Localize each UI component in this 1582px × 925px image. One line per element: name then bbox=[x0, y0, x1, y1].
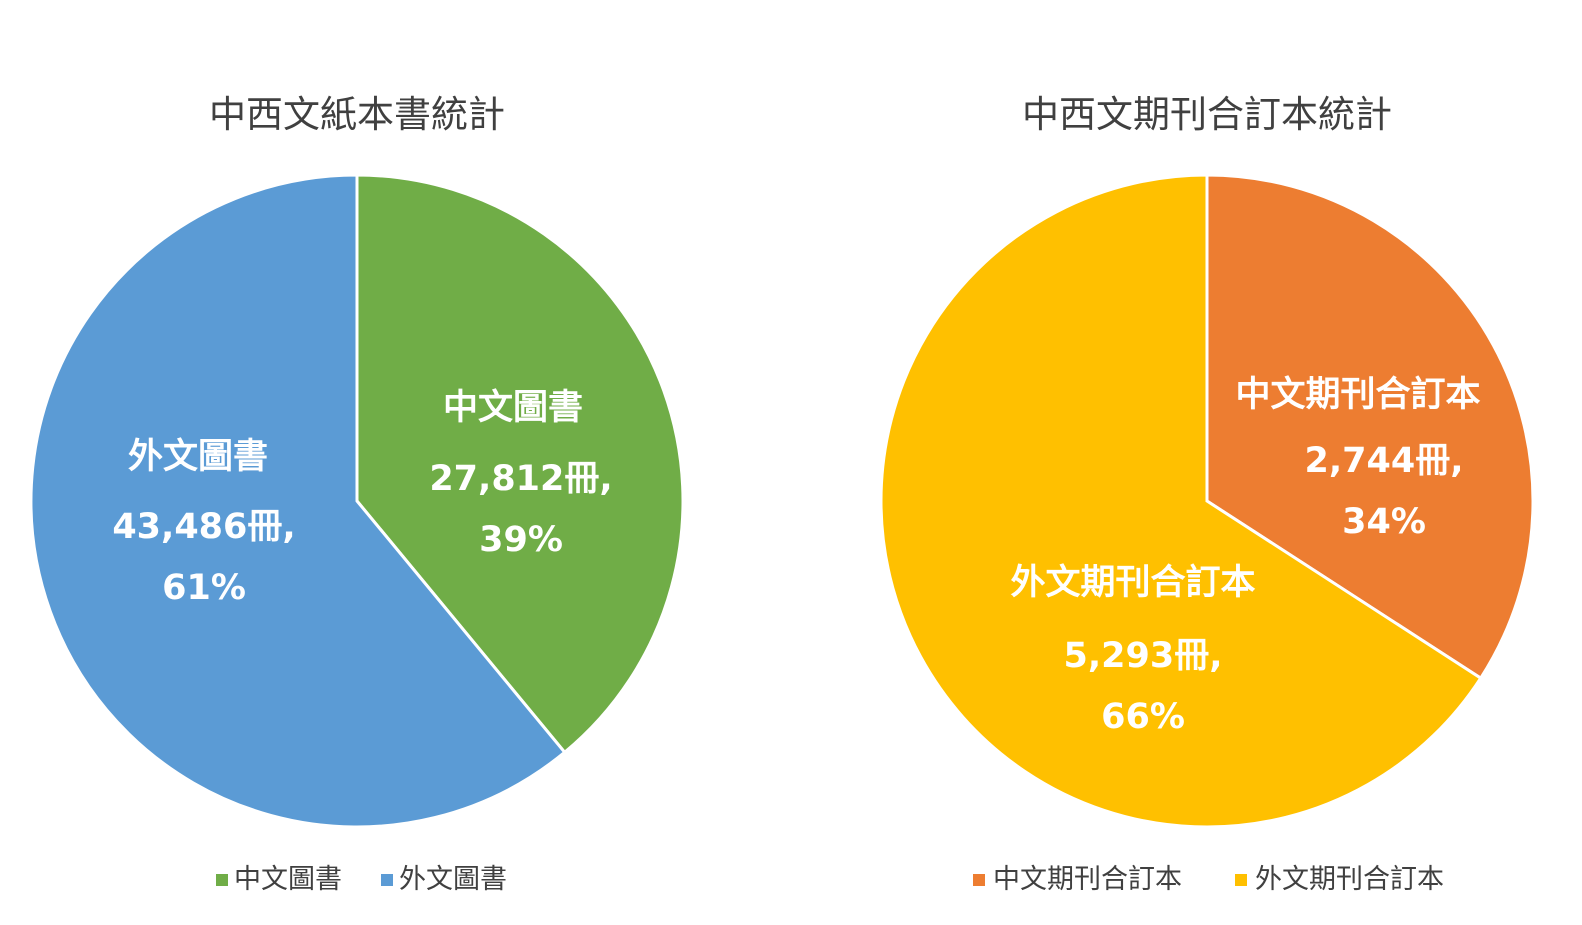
legend-label-chinese-periodicals: 中文期刊合訂本 bbox=[993, 864, 1182, 895]
chart-title-periodicals: 中西文期刊合訂本統計 bbox=[1022, 93, 1392, 136]
slice-label-chinese-books-value: 27,812冊, bbox=[429, 459, 612, 499]
slice-label-foreign-periodicals-percent: 66% bbox=[1101, 697, 1185, 737]
pie-chart-periodicals: 中西文期刊合訂本統計 中文期刊合訂本 2,744冊, 34% 外文期刊合訂本 5… bbox=[879, 93, 1535, 895]
slice-label-chinese-periodicals-value: 2,744冊, bbox=[1304, 441, 1463, 481]
slice-label-foreign-books-percent: 61% bbox=[162, 568, 246, 608]
slice-label-chinese-books-name: 中文圖書 bbox=[443, 388, 583, 428]
slice-label-foreign-periodicals-name: 外文期刊合訂本 bbox=[1010, 563, 1255, 603]
legend-label-chinese-books: 中文圖書 bbox=[234, 864, 342, 895]
legend-label-foreign-periodicals: 外文期刊合訂本 bbox=[1255, 864, 1444, 895]
slice-label-chinese-periodicals-name: 中文期刊合訂本 bbox=[1235, 375, 1480, 415]
slice-label-chinese-books-percent: 39% bbox=[479, 520, 563, 560]
slice-label-foreign-books-value: 43,486冊, bbox=[112, 507, 295, 547]
legend-swatch-foreign-periodicals bbox=[1235, 874, 1247, 886]
slice-chinese-books[interactable] bbox=[355, 173, 685, 755]
legend-swatch-chinese-periodicals bbox=[973, 874, 985, 886]
slice-label-foreign-books-name: 外文圖書 bbox=[128, 437, 268, 477]
slice-foreign-periodicals[interactable] bbox=[879, 173, 1483, 829]
slice-label-foreign-periodicals-value: 5,293冊, bbox=[1063, 636, 1222, 676]
legend-swatch-foreign-books bbox=[381, 874, 393, 886]
pie-chart-books: 中西文紙本書統計 中文圖書 27,812冊, 39% 外文圖書 43,486冊,… bbox=[29, 93, 685, 895]
slice-label-chinese-periodicals-percent: 34% bbox=[1342, 502, 1426, 542]
chart-title-books: 中西文紙本書統計 bbox=[209, 93, 505, 136]
legend-label-foreign-books: 外文圖書 bbox=[399, 864, 507, 895]
legend-books: 中文圖書 外文圖書 bbox=[216, 864, 507, 895]
legend-swatch-chinese-books bbox=[216, 874, 228, 886]
slice-foreign-books[interactable] bbox=[29, 173, 567, 829]
legend-periodicals: 中文期刊合訂本 外文期刊合訂本 bbox=[973, 864, 1444, 895]
